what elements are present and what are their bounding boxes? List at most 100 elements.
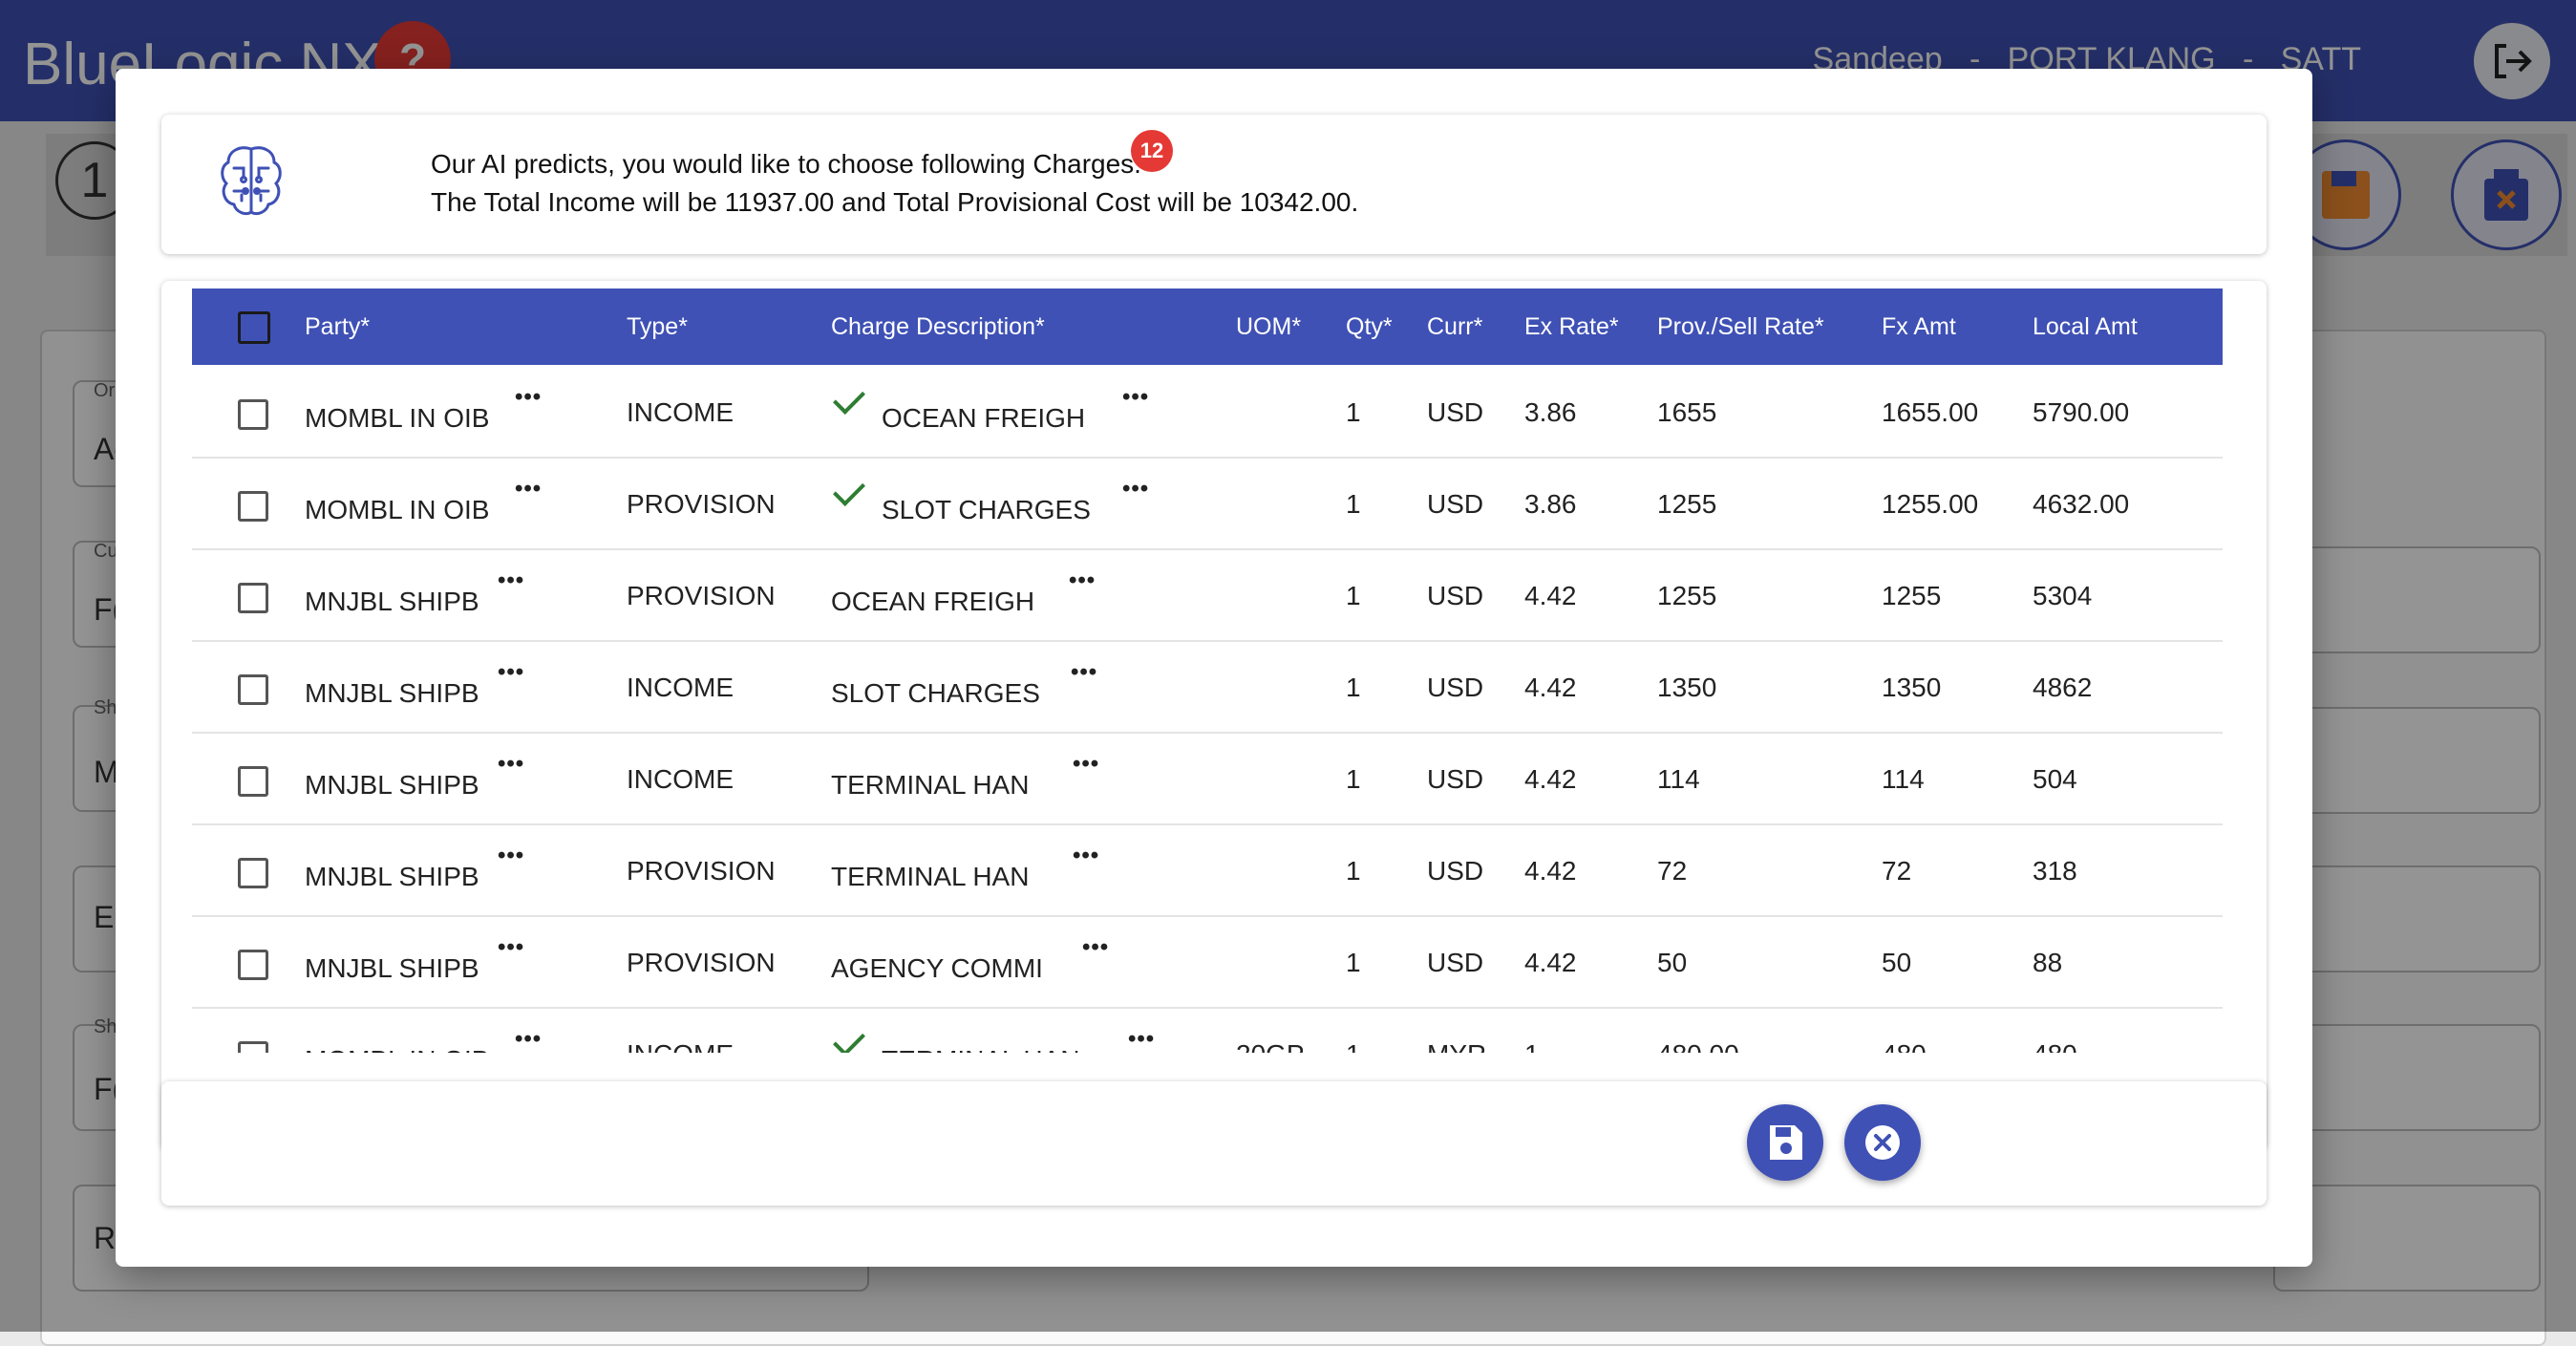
ex-rate-cell: 4.42: [1524, 764, 1577, 794]
ai-prediction-card: Our AI predicts, you would like to choos…: [161, 115, 2267, 254]
charge-more-icon[interactable]: •••: [1071, 659, 1098, 685]
party-more-icon[interactable]: •••: [498, 567, 525, 593]
charge-desc-cell: OCEAN FREIGH: [882, 403, 1086, 433]
save-button[interactable]: [1747, 1104, 1823, 1181]
party-cell: MOMBL IN OIB: [305, 403, 490, 433]
table-row[interactable]: MOMBL IN OIB ••• PROVISION SLOT CHARGES …: [192, 457, 2223, 550]
discard-record-button[interactable]: [2451, 139, 2562, 250]
col-party[interactable]: Party*: [305, 313, 371, 340]
charge-more-icon[interactable]: •••: [1128, 1026, 1156, 1052]
col-ex-rate[interactable]: Ex Rate*: [1524, 313, 1619, 340]
local-amt-cell: 318: [2033, 856, 2077, 886]
charge-more-icon[interactable]: •••: [1122, 476, 1150, 502]
form-field-right-2[interactable]: [2273, 707, 2541, 814]
row-checkbox[interactable]: [238, 399, 268, 430]
col-local-amt[interactable]: Local Amt: [2033, 313, 2138, 340]
ai-charges-dialog: Our AI predicts, you would like to choos…: [116, 69, 2312, 1267]
table-row[interactable]: MNJBL SHIPB ••• INCOME SLOT CHARGES ••• …: [192, 640, 2223, 734]
charges-count-badge: 12: [1131, 130, 1173, 172]
form-field-right-1[interactable]: [2273, 546, 2541, 653]
charge-desc-cell: SLOT CHARGES: [882, 495, 1091, 524]
row-checkbox[interactable]: [238, 858, 268, 888]
col-curr[interactable]: Curr*: [1427, 313, 1483, 340]
charge-desc-cell: AGENCY COMMI: [831, 953, 1043, 983]
table-row[interactable]: MNJBL SHIPB ••• PROVISION OCEAN FREIGH •…: [192, 548, 2223, 642]
col-prov-sell-rate[interactable]: Prov./Sell Rate*: [1657, 313, 1824, 340]
ai-message: Our AI predicts, you would like to choos…: [431, 149, 1141, 179]
charges-table-card: Party* Type* Charge Description* UOM* Qt…: [161, 281, 2267, 1150]
field-value: R: [94, 1221, 117, 1255]
row-checkbox[interactable]: [238, 950, 268, 980]
party-more-icon[interactable]: •••: [515, 1026, 543, 1052]
field-label: Sh: [94, 697, 117, 718]
verified-check-icon: [833, 382, 865, 415]
type-cell: INCOME: [627, 764, 734, 794]
party-cell: MNJBL SHIPB: [305, 770, 479, 800]
rate-cell: 1350: [1657, 673, 1717, 702]
curr-cell: USD: [1427, 397, 1484, 427]
form-field-right-4[interactable]: [2273, 1024, 2541, 1131]
local-amt-cell: 480: [2033, 1039, 2077, 1053]
cancel-button[interactable]: [1844, 1104, 1921, 1181]
qty-cell: 1: [1346, 397, 1361, 427]
field-value: M: [94, 755, 119, 789]
verified-check-icon: [833, 1024, 865, 1053]
close-icon: [1865, 1125, 1900, 1160]
qty-cell: 1: [1346, 764, 1361, 794]
row-checkbox[interactable]: [238, 491, 268, 522]
col-qty[interactable]: Qty*: [1346, 313, 1393, 340]
table-row[interactable]: MOMBL IN OIB ••• INCOME TERMINAL HAN •••…: [192, 1007, 2223, 1053]
select-all-checkbox[interactable]: [238, 311, 270, 344]
ex-rate-cell: 4.42: [1524, 581, 1577, 610]
row-checkbox[interactable]: [238, 1041, 268, 1053]
logout-button[interactable]: [2474, 23, 2550, 99]
charge-more-icon[interactable]: •••: [1069, 567, 1096, 593]
field-label: Sh: [94, 1016, 117, 1037]
row-checkbox[interactable]: [238, 674, 268, 705]
rate-cell: 1655: [1657, 397, 1717, 427]
form-field-right-3[interactable]: [2273, 865, 2541, 972]
party-more-icon[interactable]: •••: [498, 934, 525, 960]
curr-cell: USD: [1427, 489, 1484, 519]
qty-cell: 1: [1346, 673, 1361, 702]
party-more-icon[interactable]: •••: [498, 843, 525, 868]
fx-amt-cell: 1350: [1882, 673, 1942, 702]
col-fx-amt[interactable]: Fx Amt: [1882, 313, 1956, 340]
row-checkbox[interactable]: [238, 766, 268, 797]
charge-more-icon[interactable]: •••: [1122, 384, 1150, 410]
ex-rate-cell: 3.86: [1524, 489, 1577, 519]
fx-amt-cell: 72: [1882, 856, 1912, 886]
party-more-icon[interactable]: •••: [515, 476, 543, 502]
charge-more-icon[interactable]: •••: [1082, 934, 1110, 960]
party-cell: MNJBL SHIPB: [305, 953, 479, 983]
curr-cell: USD: [1427, 948, 1484, 977]
form-field-right-5[interactable]: [2273, 1185, 2541, 1292]
table-row[interactable]: MNJBL SHIPB ••• PROVISION AGENCY COMMI •…: [192, 915, 2223, 1009]
col-uom[interactable]: UOM*: [1236, 313, 1302, 340]
rate-cell: 72: [1657, 856, 1688, 886]
local-amt-cell: 504: [2033, 764, 2077, 794]
brain-icon: [221, 146, 282, 216]
rate-cell: 480.00: [1657, 1039, 1739, 1053]
party-more-icon[interactable]: •••: [498, 659, 525, 685]
charge-more-icon[interactable]: •••: [1073, 751, 1100, 777]
row-checkbox[interactable]: [238, 583, 268, 613]
step-indicator: 1: [55, 141, 134, 220]
charge-desc-cell: TERMINAL HAN: [882, 1045, 1079, 1053]
col-charge-description[interactable]: Charge Description*: [831, 313, 1045, 340]
local-amt-cell: 4862: [2033, 673, 2093, 702]
table-row[interactable]: MOMBL IN OIB ••• INCOME OCEAN FREIGH •••…: [192, 365, 2223, 459]
col-type[interactable]: Type*: [627, 313, 688, 340]
local-amt-cell: 88: [2033, 948, 2063, 977]
table-row[interactable]: MNJBL SHIPB ••• PROVISION TERMINAL HAN •…: [192, 823, 2223, 917]
curr-cell: MYR: [1427, 1039, 1486, 1053]
table-header: Party* Type* Charge Description* UOM* Qt…: [192, 288, 2223, 365]
party-more-icon[interactable]: •••: [515, 384, 543, 410]
rate-cell: 50: [1657, 948, 1688, 977]
charge-more-icon[interactable]: •••: [1073, 843, 1100, 868]
ex-rate-cell: 3.86: [1524, 397, 1577, 427]
table-row[interactable]: MNJBL SHIPB ••• INCOME TERMINAL HAN ••• …: [192, 732, 2223, 825]
qty-cell: 1: [1346, 856, 1361, 886]
party-more-icon[interactable]: •••: [498, 751, 525, 777]
type-cell: INCOME: [627, 673, 734, 702]
